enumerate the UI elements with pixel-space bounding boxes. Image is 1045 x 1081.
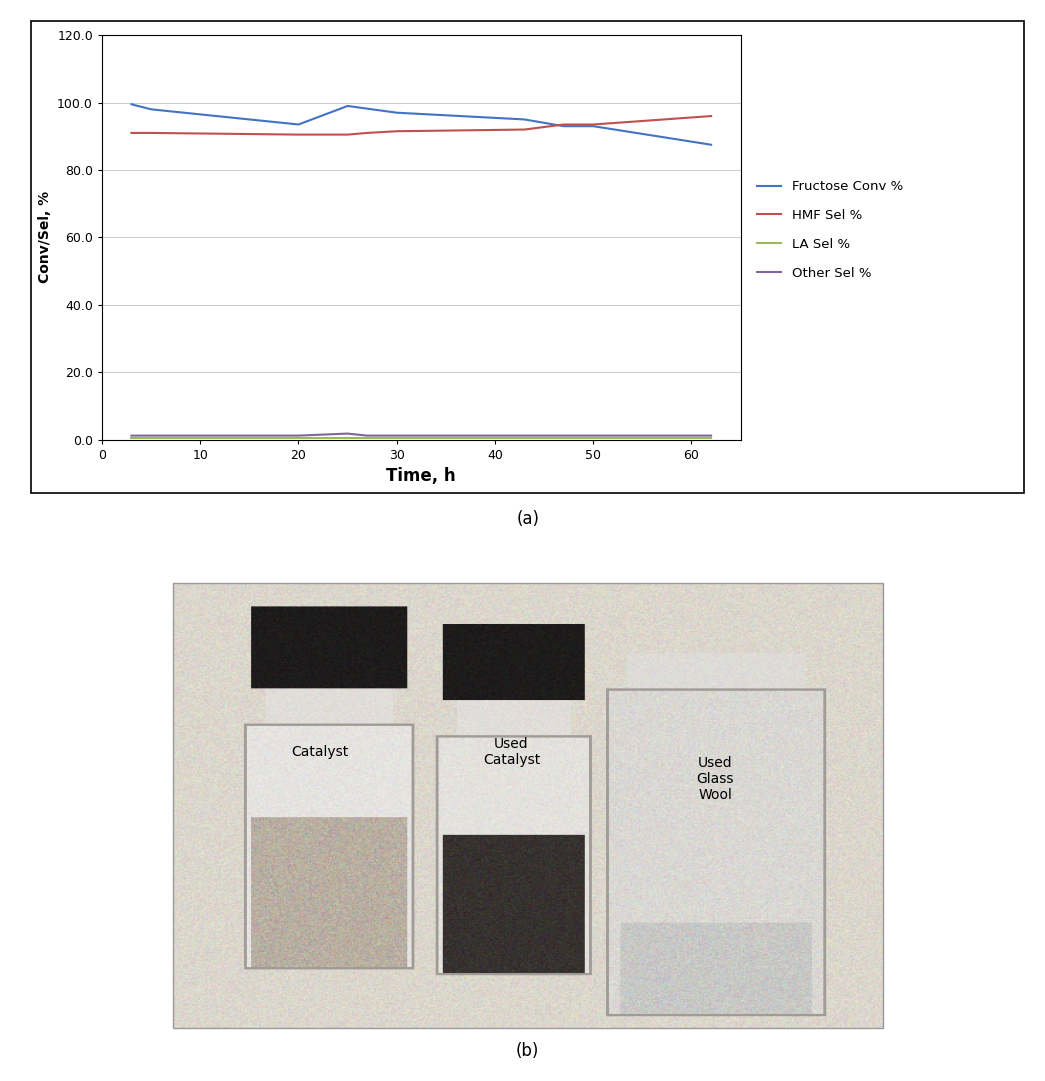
Text: Used
Glass
Wool: Used Glass Wool bbox=[697, 756, 734, 802]
Legend: Fructose Conv %, HMF Sel %, LA Sel %, Other Sel %: Fructose Conv %, HMF Sel %, LA Sel %, Ot… bbox=[758, 181, 903, 280]
Bar bbox=[173, 583, 882, 1028]
Text: Catalyst: Catalyst bbox=[292, 746, 349, 759]
Text: (b): (b) bbox=[516, 1042, 539, 1059]
Text: Used
Catalyst: Used Catalyst bbox=[483, 737, 540, 768]
Text: (a): (a) bbox=[516, 510, 539, 529]
